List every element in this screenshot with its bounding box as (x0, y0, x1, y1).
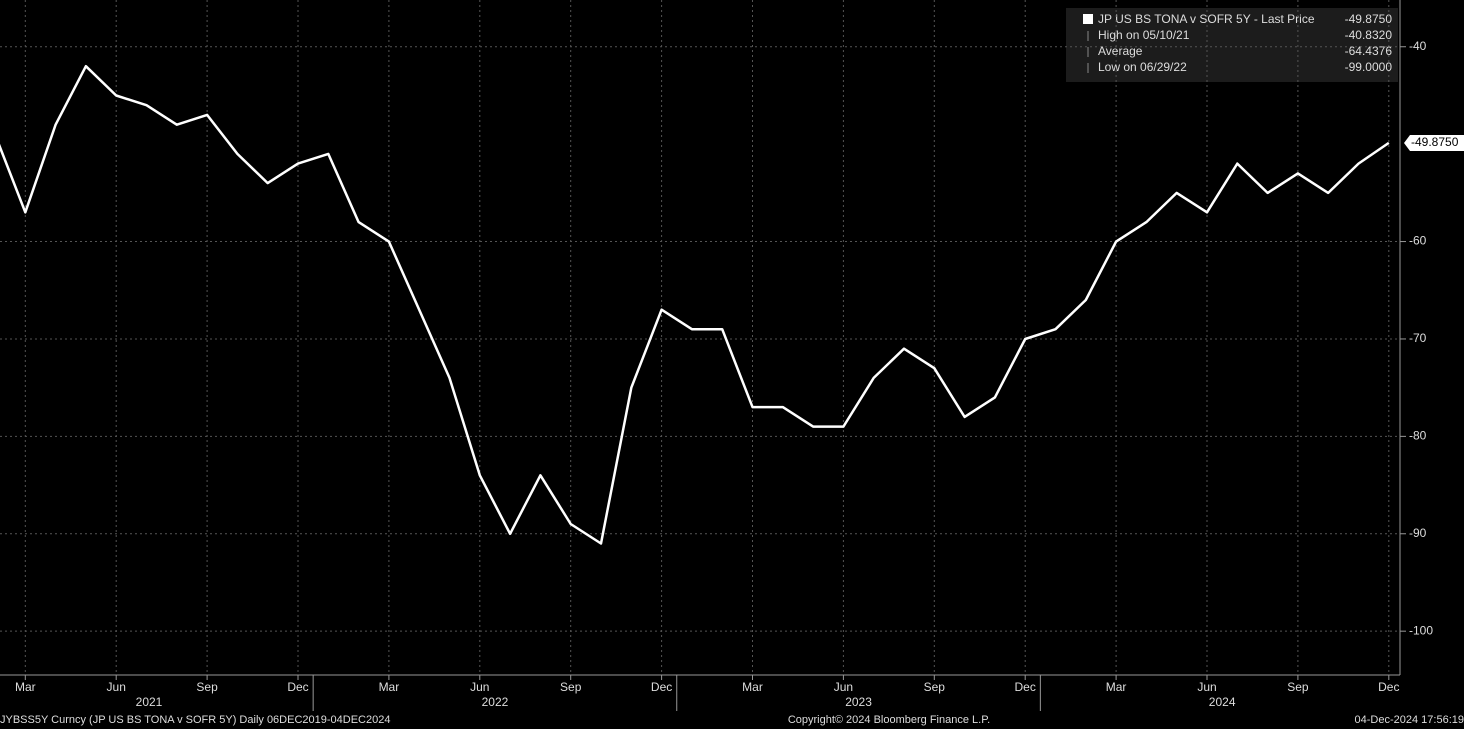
x-tick-label: Jun (470, 680, 489, 694)
x-tick-label: Dec (651, 680, 672, 694)
price-line (0, 64, 1390, 545)
legend-box (1066, 8, 1398, 82)
legend-stat-label: High on 05/10/21 (1098, 28, 1190, 42)
x-tick-label: Dec (1378, 680, 1399, 694)
footer-center: Copyright© 2024 Bloomberg Finance L.P. (788, 714, 990, 726)
x-tick-label: Mar (742, 680, 763, 694)
y-tick-label: -90 (1409, 526, 1427, 540)
year-label: 2021 (136, 695, 163, 709)
x-tick-label: Sep (196, 680, 218, 694)
legend-stat-value: -64.4376 (1345, 44, 1393, 58)
y-tick-label: -100 (1409, 623, 1433, 637)
legend-series: JP US BS TONA v SOFR 5Y - Last Price (1098, 12, 1315, 26)
x-tick-label: Jun (834, 680, 853, 694)
x-tick-label: Dec (1015, 680, 1036, 694)
last-price-tag (1404, 134, 1464, 151)
y-tick-label: -60 (1409, 234, 1427, 248)
legend-stat-label: Low on 06/29/22 (1098, 60, 1187, 74)
year-label: 2024 (1209, 695, 1236, 709)
y-tick-label: -40 (1409, 39, 1427, 53)
x-tick-label: Jun (107, 680, 126, 694)
x-tick-label: Mar (379, 680, 400, 694)
x-tick-label: Mar (15, 680, 36, 694)
y-tick-label: -80 (1409, 429, 1427, 443)
x-tick-label: Sep (924, 680, 946, 694)
legend-stat-value: -99.0000 (1345, 60, 1393, 74)
legend-stat-label: Average (1098, 44, 1143, 58)
year-label: 2022 (482, 695, 509, 709)
x-tick-label: Jun (1197, 680, 1216, 694)
last-price-label: -49.8750 (1411, 135, 1459, 149)
legend-swatch (1083, 14, 1093, 24)
footer-right: 04-Dec-2024 17:56:19 (1355, 714, 1464, 726)
y-tick-label: -70 (1409, 331, 1427, 345)
x-tick-label: Dec (287, 680, 308, 694)
legend-stat-value: -40.8320 (1345, 28, 1393, 42)
x-tick-label: Mar (1106, 680, 1127, 694)
footer-left: JYBSS5Y Curncy (JP US BS TONA v SOFR 5Y)… (0, 714, 390, 726)
legend-last: -49.8750 (1345, 12, 1393, 26)
x-tick-label: Sep (560, 680, 582, 694)
year-label: 2023 (845, 695, 872, 709)
x-tick-label: Sep (1287, 680, 1309, 694)
